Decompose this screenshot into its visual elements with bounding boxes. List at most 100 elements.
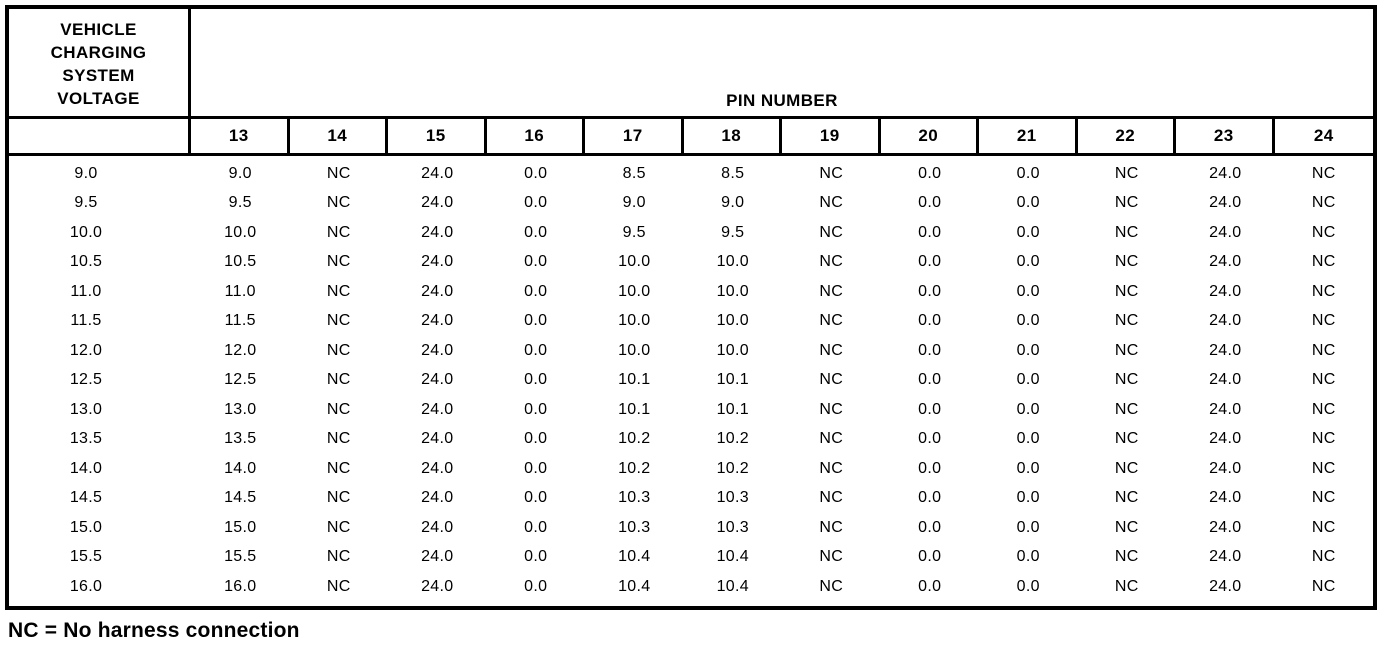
pin-value: NC: [1114, 253, 1139, 271]
pin-value: NC: [326, 400, 351, 418]
pin-column-header: 23: [1176, 119, 1275, 153]
table-row: 11.0 11.0 NC 24.0 0.0 10.0 10.0 NC 0.0 0.0 NC 24.0 N…: [9, 277, 1373, 307]
voltage-value: 10.5: [69, 253, 103, 271]
pin-value: NC: [1311, 430, 1336, 448]
pin-value: 10.1: [618, 371, 651, 389]
table-row: 15.0 15.0 NC 24.0 0.0 10.3 10.3 NC 0.0 0.0 NC 24.0 N…: [9, 513, 1373, 543]
pin-value: 24.0: [1209, 312, 1242, 330]
voltage-value: 9.0: [74, 164, 98, 182]
pin-value: 10.3: [716, 518, 749, 536]
pin-value: 0.0: [918, 371, 942, 389]
pin-value: NC: [326, 341, 351, 359]
table-row: 12.0 12.0 NC 24.0 0.0 10.0 10.0 NC 0.0 0.0 NC 24.0 N…: [9, 336, 1373, 366]
table-row: 10.5 10.5 NC 24.0 0.0 10.0 10.0 NC 0.0 0.0 NC 24.0 N…: [9, 248, 1373, 278]
pin-value: NC: [1311, 282, 1336, 300]
pin-value: NC: [819, 253, 844, 271]
voltage-value: 12.5: [69, 371, 103, 389]
pin-value: 15.0: [224, 518, 257, 536]
pin-value: NC: [326, 164, 351, 182]
pin-value: NC: [1114, 430, 1139, 448]
pin-value: 24.0: [421, 548, 454, 566]
pin-value: NC: [326, 312, 351, 330]
pin-number-group-header-label: PIN NUMBER: [726, 91, 838, 110]
pin-value: NC: [1311, 459, 1336, 477]
pin-value: 0.0: [524, 518, 548, 536]
pin-value: 0.0: [524, 223, 548, 241]
pin-value: 9.0: [721, 194, 745, 212]
pin-value: 0.0: [918, 312, 942, 330]
pin-value: 0.0: [1016, 459, 1040, 477]
voltage-value: 13.5: [69, 430, 103, 448]
table-row: 15.5 15.5 NC 24.0 0.0 10.4 10.4 NC 0.0 0.0 NC 24.0 N…: [9, 543, 1373, 573]
pin-value: 0.0: [524, 194, 548, 212]
pin-value: 0.0: [918, 489, 942, 507]
pin-value: 10.1: [618, 400, 651, 418]
pin-value: NC: [326, 223, 351, 241]
pin-value: NC: [819, 194, 844, 212]
pin-value: 0.0: [1016, 371, 1040, 389]
pin-value: NC: [1114, 312, 1139, 330]
pin-value: NC: [326, 577, 351, 595]
pin-value: NC: [1114, 371, 1139, 389]
pin-value: 24.0: [1209, 282, 1242, 300]
pin-value: 24.0: [421, 400, 454, 418]
pin-value: 10.2: [618, 459, 651, 477]
voltage-value: 10.0: [69, 223, 103, 241]
pin-value: NC: [326, 253, 351, 271]
voltage-pin-table: VEHICLE CHARGING SYSTEM VOLTAGE PIN NUMB…: [5, 5, 1377, 610]
pin-column-header: 13: [191, 119, 290, 153]
pin-value: NC: [1311, 518, 1336, 536]
pin-column-header: 16: [487, 119, 585, 153]
pin-value: 24.0: [421, 253, 454, 271]
pin-value: 15.5: [224, 548, 257, 566]
pin-value: 24.0: [421, 223, 454, 241]
pin-value: 0.0: [1016, 489, 1040, 507]
pin-value: 24.0: [1209, 341, 1242, 359]
pin-value: NC: [819, 518, 844, 536]
pin-value: NC: [326, 518, 351, 536]
voltage-value: 16.0: [69, 577, 103, 595]
pin-value: NC: [1114, 400, 1139, 418]
pin-value: 8.5: [721, 164, 745, 182]
pin-value: NC: [1311, 341, 1336, 359]
pin-value: NC: [819, 371, 844, 389]
corner-header-line: VOLTAGE: [57, 88, 140, 108]
pin-value: 24.0: [1209, 577, 1242, 595]
pin-value: 10.2: [716, 430, 749, 448]
pin-value: NC: [1311, 253, 1336, 271]
pin-value: NC: [1311, 577, 1336, 595]
pin-value: 9.5: [721, 223, 745, 241]
pin-value: NC: [1114, 282, 1139, 300]
pin-value: 24.0: [1209, 430, 1242, 448]
pin-value: 0.0: [524, 459, 548, 477]
pin-value: 9.0: [622, 194, 646, 212]
pin-value: 24.0: [421, 164, 454, 182]
pin-value: NC: [819, 489, 844, 507]
pin-column-header: 20: [881, 119, 979, 153]
pin-value: 24.0: [421, 459, 454, 477]
pin-value: 0.0: [1016, 518, 1040, 536]
pin-value: NC: [1114, 459, 1139, 477]
pin-value: NC: [1311, 371, 1336, 389]
pin-value: 0.0: [524, 577, 548, 595]
pin-value: 10.0: [716, 312, 749, 330]
pin-value: 24.0: [421, 577, 454, 595]
pin-value: 0.0: [524, 253, 548, 271]
pin-column-header: 21: [979, 119, 1078, 153]
pin-value: 14.0: [224, 459, 257, 477]
pin-value: 10.2: [618, 430, 651, 448]
pin-value: NC: [326, 371, 351, 389]
corner-header-line: CHARGING: [50, 42, 147, 62]
pin-column-header: 15: [388, 119, 487, 153]
pin-value: 0.0: [918, 400, 942, 418]
pin-value: NC: [1114, 194, 1139, 212]
pin-value: 10.5: [224, 253, 257, 271]
pin-value: NC: [326, 459, 351, 477]
pin-value: 0.0: [1016, 282, 1040, 300]
voltage-value: 15.0: [69, 518, 103, 536]
voltage-value: 9.5: [74, 194, 98, 212]
pin-number-group-header: PIN NUMBER: [191, 9, 1373, 116]
pin-value: NC: [326, 548, 351, 566]
pin-value: 24.0: [1209, 400, 1242, 418]
pin-value: 12.0: [224, 341, 257, 359]
